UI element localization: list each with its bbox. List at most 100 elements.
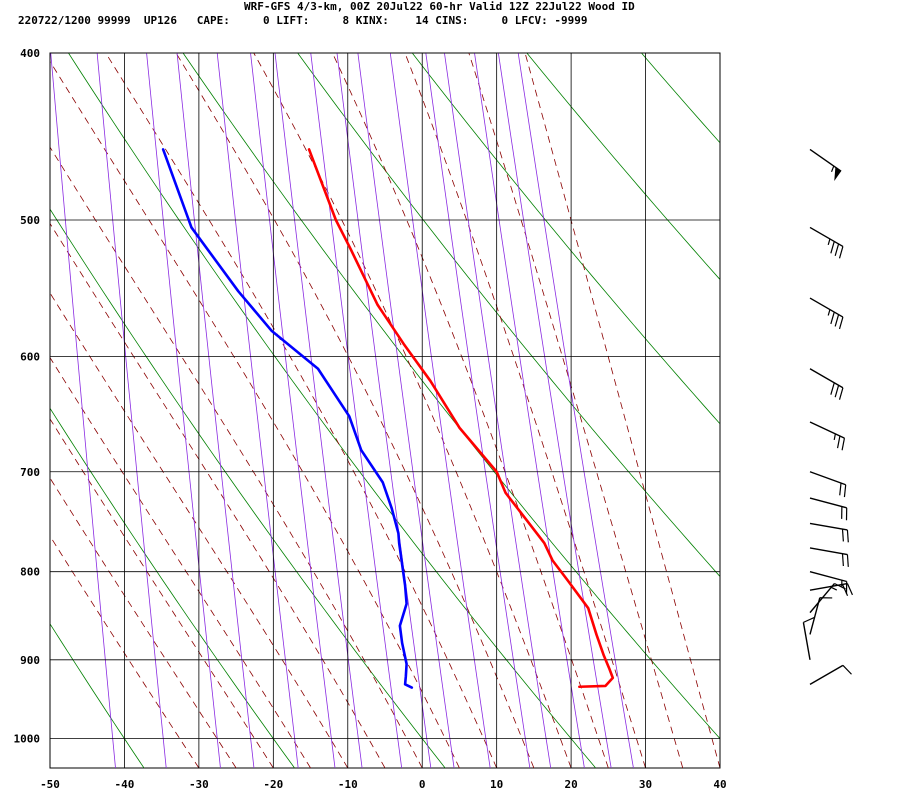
dry-adiabat-line (50, 208, 446, 768)
dry-adiabat-line (50, 623, 145, 768)
x-tick-label: 20 (564, 778, 577, 791)
mixing-ratio-line (474, 53, 585, 768)
x-tick-label: -20 (263, 778, 283, 791)
wind-barb-staff (809, 497, 847, 509)
moist-adiabat-line (50, 418, 274, 768)
x-tick-label: -50 (40, 778, 60, 791)
wind-barb-feather (846, 583, 854, 596)
background-lines (50, 53, 900, 768)
wind-barb (809, 421, 846, 451)
wind-barb-feather (803, 616, 815, 623)
plot-frame (49, 52, 721, 769)
wind-barb-staff (802, 622, 811, 660)
dry-adiabat-line (411, 53, 720, 425)
wind-barb-feather (834, 243, 840, 256)
moist-adiabat-line (50, 356, 311, 768)
wind-barb-staff (809, 664, 844, 685)
wind-barb (809, 597, 833, 635)
x-tick-label: -30 (189, 778, 209, 791)
wind-barb-column (802, 148, 854, 685)
wind-barb (809, 582, 854, 596)
mixing-ratio-line (216, 53, 299, 768)
moist-adiabat-line (105, 53, 498, 768)
wind-barb-feather (841, 553, 844, 567)
wind-barb-staff (809, 421, 845, 439)
moist-adiabat-line (253, 53, 572, 768)
dry-adiabat-line (641, 53, 720, 144)
wind-barb-half-feather (830, 165, 835, 173)
mixing-ratio-line (274, 53, 363, 768)
mixing-ratio-line (250, 53, 336, 768)
dewpoint-profile-line (161, 148, 414, 689)
wind-barb-feather (838, 387, 844, 400)
y-tick-label: 1000 (14, 733, 41, 746)
mixing-ratio-line (444, 53, 552, 768)
mixing-ratio-line (389, 53, 491, 768)
wind-barb-feather (846, 529, 849, 543)
moist-adiabat-line (175, 53, 535, 768)
mixing-ratio-line (517, 53, 634, 768)
wind-barb-feather (841, 437, 846, 451)
dry-adiabat-line (297, 53, 720, 578)
y-tick-label: 900 (20, 654, 40, 667)
wind-barb-half-feather (833, 433, 836, 441)
wind-barb-staff (809, 522, 848, 531)
wind-barb (809, 297, 844, 330)
axis-tick-labels: -50 -40 -30 -20 -10 0 10 20 30 40 400 500 600 700 800 9… (14, 47, 727, 791)
y-tick-label: 700 (20, 466, 40, 479)
x-tick-label: 10 (490, 778, 503, 791)
mixing-ratio-line (146, 53, 221, 768)
moist-adiabat-line (524, 53, 720, 768)
moist-adiabat-line (50, 477, 237, 768)
y-tick-label: 600 (20, 350, 40, 363)
wind-barb-pennant (834, 167, 842, 182)
wind-barb-feather (834, 582, 846, 590)
x-tick-label: -40 (115, 778, 135, 791)
wind-barb (809, 471, 847, 498)
y-tick-label: 500 (20, 214, 40, 227)
moist-adiabat-line (50, 146, 423, 768)
y-tick-label: 800 (20, 566, 40, 579)
plot-border (49, 52, 721, 769)
wind-barb-feather (834, 385, 840, 398)
x-tick-label: -10 (338, 778, 358, 791)
wind-barb-staff (809, 597, 821, 635)
wind-barb (809, 368, 844, 400)
wind-barb (809, 522, 849, 543)
wind-barb-staff (809, 297, 844, 318)
wind-barb-staff (809, 368, 844, 389)
wind-barb-feather (838, 246, 844, 259)
wind-barb-staff (809, 582, 848, 591)
dry-adiabat-line (871, 53, 900, 768)
x-tick-label: 0 (419, 778, 426, 791)
dry-adiabat-line (182, 53, 720, 740)
mixing-ratio-line (357, 53, 455, 768)
wind-barb-staff (809, 226, 844, 248)
wind-barb-feather (834, 314, 840, 327)
moist-adiabat-line (50, 292, 349, 768)
x-tick-label: 40 (713, 778, 726, 791)
x-tick-label: 30 (639, 778, 652, 791)
sounding-profiles (161, 148, 615, 689)
wind-barb-feather (841, 529, 844, 542)
wind-barb-feather (838, 316, 844, 330)
wind-barb (809, 664, 852, 685)
wind-barb-feather (830, 311, 835, 325)
dry-adiabat-line (756, 53, 900, 768)
moist-adiabat-line (404, 53, 646, 768)
wind-barb-feather (842, 664, 852, 675)
wind-barb-feather (843, 484, 847, 498)
wind-barb-staff (809, 547, 848, 556)
mixing-ratio-line (310, 53, 403, 768)
wind-barb (802, 616, 815, 660)
wind-barb-half-feather (827, 238, 831, 246)
wind-barb (809, 497, 848, 521)
wind-barb-half-feather (827, 309, 831, 316)
temperature-profile-line (307, 148, 615, 689)
wind-barb-feather (836, 435, 841, 449)
grid-lines (49, 52, 721, 768)
wind-barb-half-feather (830, 586, 838, 591)
dry-adiabat-line (526, 53, 720, 281)
mixing-ratio-line (50, 53, 116, 768)
